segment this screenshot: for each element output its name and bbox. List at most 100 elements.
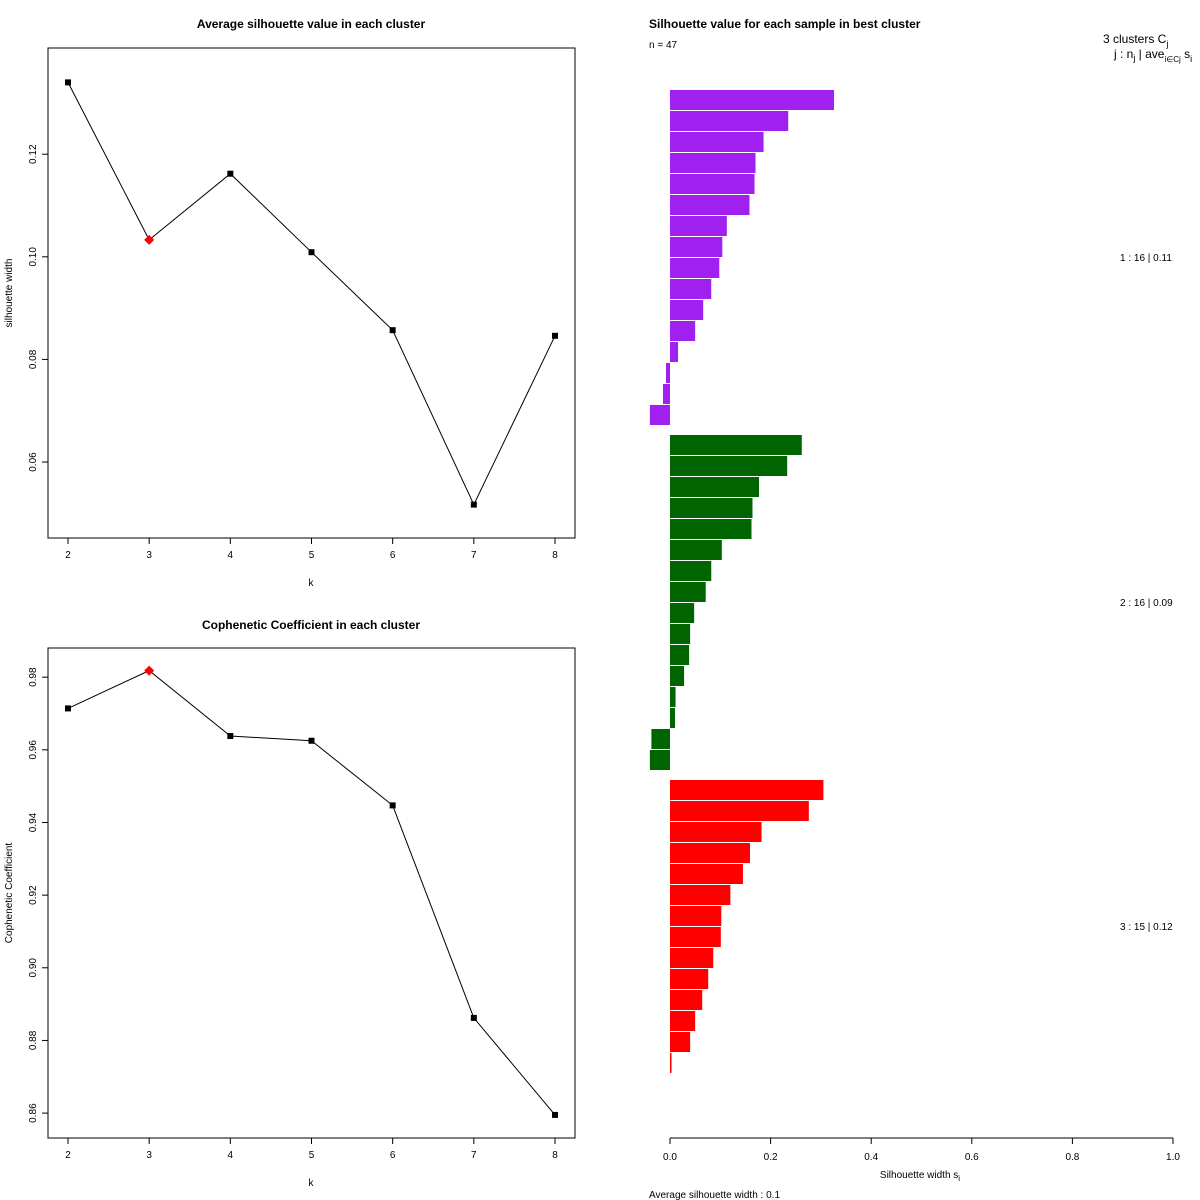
p1-ytick-label: 0.06 — [28, 452, 39, 472]
legend-header-main: 3 clusters C — [1103, 32, 1167, 46]
p1-ytick-label: 0.10 — [28, 247, 39, 267]
cluster-3-bar — [670, 780, 824, 800]
cluster-2-bar — [670, 666, 685, 686]
cluster-1-label: 1 : 16 | 0.11 — [1120, 253, 1172, 264]
cluster-1-bar — [670, 321, 696, 341]
panel2-ylabel: Cophenetic Coefficient — [4, 843, 15, 944]
panel1-axes: 2 3 4 5 6 7 8 0.06 0.08 0.10 0.12 — [28, 144, 558, 561]
p1-point — [389, 327, 396, 334]
p2-xtick-label: 3 — [146, 1150, 152, 1161]
p1-xtick-label: 8 — [552, 550, 558, 561]
p1-point — [308, 249, 315, 256]
p2-xtick-label: 6 — [390, 1150, 396, 1161]
legend-sub-j: j — [1132, 53, 1135, 63]
cluster-2-bar — [670, 540, 722, 560]
p1-xtick-label: 6 — [390, 550, 396, 561]
cluster-1-bar — [670, 153, 756, 173]
p2-ytick-label: 0.90 — [28, 958, 39, 978]
cluster-1-bar — [670, 111, 789, 131]
cluster-1-bar — [662, 384, 670, 404]
panel3-xlabel-sub: i — [958, 1174, 960, 1183]
p1-point — [65, 79, 71, 86]
p2-ytick-label: 0.98 — [28, 667, 39, 687]
p3-xtick-label: 0.4 — [864, 1152, 878, 1163]
cluster-3-bar — [670, 843, 750, 863]
cluster-3-bar — [670, 969, 709, 989]
panel3-xlabel: Silhouette width si — [880, 1170, 960, 1183]
p2-xtick-label: 8 — [552, 1150, 558, 1161]
legend-header: 3 clusters Cj — [1103, 32, 1168, 49]
cluster-2-bar — [670, 687, 676, 707]
legend-sub-e: i — [1190, 54, 1192, 64]
cluster-1-bar — [670, 132, 764, 152]
cluster-3-bar — [670, 1011, 696, 1031]
cluster-3-bar — [670, 1053, 672, 1073]
cluster-1-bar — [670, 300, 704, 320]
cluster-3-bar — [670, 990, 703, 1010]
cluster-2-bar — [670, 624, 691, 644]
cluster-3-bar — [670, 885, 731, 905]
p3-xtick-label: 0.8 — [1065, 1152, 1079, 1163]
cluster-2-bar — [670, 477, 760, 497]
p2-point — [470, 1014, 477, 1021]
p3-xtick-label: 0.0 — [663, 1152, 677, 1163]
cluster-3-bar — [670, 822, 762, 842]
cluster-3-bar — [670, 1032, 691, 1052]
cluster-1-bar — [670, 342, 679, 362]
cluster-2-bar — [670, 582, 706, 602]
panel-silhouette-samples: Silhouette value for each sample in best… — [649, 17, 1192, 1200]
p1-xtick-label: 5 — [309, 550, 315, 561]
cluster-2-bar — [670, 561, 712, 581]
p2-ytick-label: 0.86 — [28, 1103, 39, 1123]
p1-point — [470, 501, 477, 508]
panel3-footer: Average silhouette width : 0.1 — [649, 1190, 780, 1200]
p2-point-highlight — [144, 665, 155, 676]
panel1-ylabel: silhouette width — [4, 259, 15, 328]
cluster-3-bar — [670, 948, 714, 968]
p2-xtick-label: 2 — [65, 1150, 71, 1161]
cluster-1-bar — [670, 174, 755, 194]
cluster-3-label: 3 : 15 | 0.12 — [1120, 922, 1173, 933]
cluster-2-bar — [670, 708, 676, 728]
panel1-xlabel: k — [309, 578, 315, 589]
p1-ytick-label: 0.08 — [28, 349, 39, 369]
cluster-1-bar — [670, 195, 750, 215]
panel3-axes: 0.0 0.2 0.4 0.6 0.8 1.0 — [663, 1137, 1180, 1163]
cluster-3-bar — [670, 906, 722, 926]
cluster-1-bar — [670, 279, 712, 299]
cluster-1-bar — [670, 216, 727, 236]
legend-subheader: j : nj | avei∈Cj si — [1113, 47, 1192, 64]
p2-point — [65, 705, 71, 712]
p1-xtick-label: 7 — [471, 550, 477, 561]
p1-xtick-label: 4 — [228, 550, 234, 561]
panel2-plot-frame — [47, 647, 576, 1139]
cluster-2-bar — [670, 456, 788, 476]
panel3-xlabel-main: Silhouette width s — [880, 1170, 958, 1181]
panel1-title: Average silhouette value in each cluster — [197, 17, 426, 31]
p2-point — [389, 802, 396, 809]
p2-point — [227, 733, 234, 740]
p2-point — [552, 1111, 558, 1118]
cluster-1-bar — [670, 237, 723, 257]
cluster-3-bar — [670, 927, 721, 947]
p3-xtick-label: 1.0 — [1166, 1152, 1180, 1163]
p2-xtick-label: 7 — [471, 1150, 477, 1161]
cluster-3-bar — [670, 864, 743, 884]
p1-series-line — [67, 82, 556, 506]
p2-xtick-label: 5 — [309, 1150, 315, 1161]
legend-sub-a: j : n — [1113, 47, 1133, 61]
p2-ytick-label: 0.92 — [28, 885, 39, 905]
panel1-plot-frame — [47, 47, 576, 539]
p1-point-highlight — [144, 234, 155, 245]
p1-xtick-label: 2 — [65, 550, 71, 561]
legend-sub-c: i∈Cj — [1164, 55, 1181, 64]
cluster-2-label: 2 : 16 | 0.09 — [1120, 598, 1173, 609]
panel2-title: Cophenetic Coefficient in each cluster — [202, 618, 420, 632]
p1-xtick-label: 3 — [146, 550, 152, 561]
cluster-2-bar — [649, 750, 670, 770]
cluster-3-bar — [670, 801, 809, 821]
p3-xtick-label: 0.6 — [965, 1152, 979, 1163]
panel2-xlabel: k — [309, 1178, 315, 1189]
p2-ytick-label: 0.94 — [28, 812, 39, 832]
